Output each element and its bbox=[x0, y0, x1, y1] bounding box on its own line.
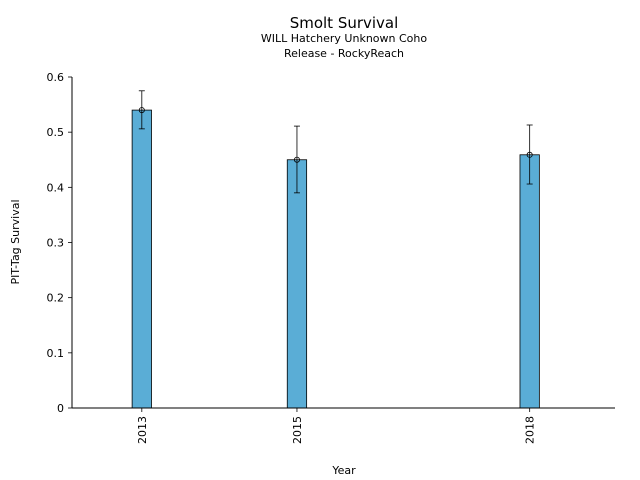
y-tick-label-6: 0.6 bbox=[47, 71, 65, 84]
x-tick-label-2015: 2015 bbox=[291, 416, 304, 444]
data-point-2015 bbox=[293, 156, 300, 163]
data-point-2013 bbox=[138, 107, 145, 114]
x-tick-label-2013: 2013 bbox=[136, 416, 149, 444]
y-tick-label-2: 0.2 bbox=[47, 292, 65, 305]
y-tick-label-1: 0.1 bbox=[47, 347, 65, 360]
data-point-2018 bbox=[526, 151, 533, 158]
x-tick-label-2018: 2018 bbox=[524, 416, 537, 444]
y-tick-label-4: 0.4 bbox=[47, 181, 65, 194]
bar-2015 bbox=[286, 159, 308, 409]
y-axis-label: PIT-Tag Survival bbox=[9, 199, 22, 284]
chart-subtitle-line-1: WILL Hatchery Unknown Coho bbox=[261, 32, 427, 45]
bar-group bbox=[131, 109, 540, 409]
y-tick-label-0: 0 bbox=[57, 402, 64, 415]
y-ticks: 0 0.1 0.2 0.3 0.4 0.5 0.6 bbox=[47, 71, 72, 415]
x-axis-label: Year bbox=[331, 464, 356, 477]
bar-2013 bbox=[131, 109, 152, 409]
y-tick-label-5: 0.5 bbox=[47, 126, 65, 139]
x-ticks: 2013 2015 2018 bbox=[136, 408, 537, 444]
chart-subtitle-line-2: Release - RockyReach bbox=[284, 47, 404, 60]
y-tick-label-3: 0.3 bbox=[47, 237, 65, 250]
bar-2018 bbox=[519, 154, 540, 409]
chart-title: Smolt Survival bbox=[290, 14, 399, 32]
error-bar-group bbox=[138, 90, 533, 194]
